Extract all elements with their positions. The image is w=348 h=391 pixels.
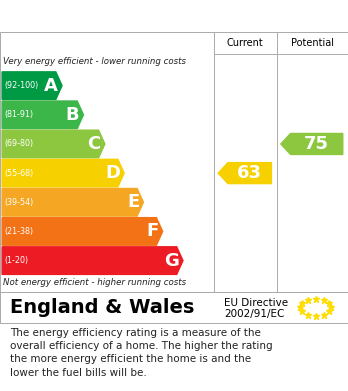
Text: (55-68): (55-68) [5, 169, 34, 178]
Text: Potential: Potential [291, 38, 334, 48]
Text: (21-38): (21-38) [5, 227, 34, 236]
Text: F: F [146, 222, 158, 240]
Text: England & Wales: England & Wales [10, 298, 195, 317]
Polygon shape [2, 101, 84, 129]
Text: (92-100): (92-100) [5, 81, 39, 90]
Polygon shape [218, 163, 271, 184]
Text: C: C [87, 135, 101, 153]
Text: The energy efficiency rating is a measure of the
overall efficiency of a home. T: The energy efficiency rating is a measur… [10, 328, 273, 378]
Polygon shape [2, 188, 143, 216]
Text: D: D [105, 164, 120, 182]
Text: G: G [164, 251, 179, 270]
Text: (69-80): (69-80) [5, 140, 34, 149]
Text: Very energy efficient - lower running costs: Very energy efficient - lower running co… [3, 57, 187, 66]
Polygon shape [281, 133, 343, 154]
Text: (81-91): (81-91) [5, 110, 34, 119]
Polygon shape [2, 72, 62, 99]
Text: EU Directive: EU Directive [224, 298, 288, 308]
Text: Not energy efficient - higher running costs: Not energy efficient - higher running co… [3, 278, 187, 287]
Text: Energy Efficiency Rating: Energy Efficiency Rating [9, 9, 219, 23]
Polygon shape [2, 218, 163, 245]
Polygon shape [2, 130, 105, 158]
Text: A: A [44, 77, 58, 95]
Text: E: E [127, 193, 139, 211]
Text: 75: 75 [304, 135, 329, 153]
Text: 2002/91/EC: 2002/91/EC [224, 309, 285, 319]
Text: B: B [65, 106, 79, 124]
Polygon shape [2, 247, 183, 274]
Text: 63: 63 [237, 164, 262, 182]
Polygon shape [2, 159, 124, 187]
Text: (39-54): (39-54) [5, 198, 34, 207]
Text: (1-20): (1-20) [5, 256, 29, 265]
Text: Current: Current [227, 38, 264, 48]
